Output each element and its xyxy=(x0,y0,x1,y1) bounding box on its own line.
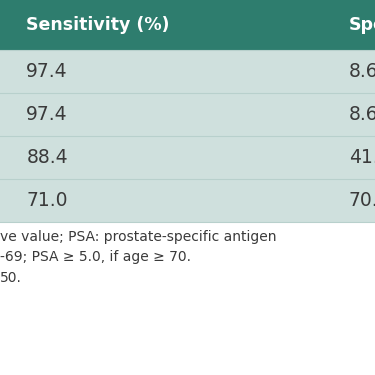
Bar xyxy=(0,179,375,222)
Bar xyxy=(0,136,375,179)
Text: ve value; PSA: prostate-specific antigen: ve value; PSA: prostate-specific antigen xyxy=(0,230,276,243)
Text: 71.0: 71.0 xyxy=(26,191,68,210)
Text: 97.4: 97.4 xyxy=(26,62,68,81)
Text: 50.: 50. xyxy=(0,271,22,285)
Bar xyxy=(0,50,375,93)
Text: Specifici: Specifici xyxy=(349,16,375,34)
Text: Sensitivity (%): Sensitivity (%) xyxy=(26,16,170,34)
Bar xyxy=(0,93,375,136)
Text: 70.3: 70.3 xyxy=(349,191,375,210)
Text: 88.4: 88.4 xyxy=(26,148,68,167)
Text: 41.8: 41.8 xyxy=(349,148,375,167)
Text: 97.4: 97.4 xyxy=(26,105,68,124)
Bar xyxy=(0,0,375,50)
Text: -69; PSA ≥ 5.0, if age ≥ 70.: -69; PSA ≥ 5.0, if age ≥ 70. xyxy=(0,250,191,264)
Text: 8.6: 8.6 xyxy=(349,62,375,81)
Text: 8.6: 8.6 xyxy=(349,105,375,124)
